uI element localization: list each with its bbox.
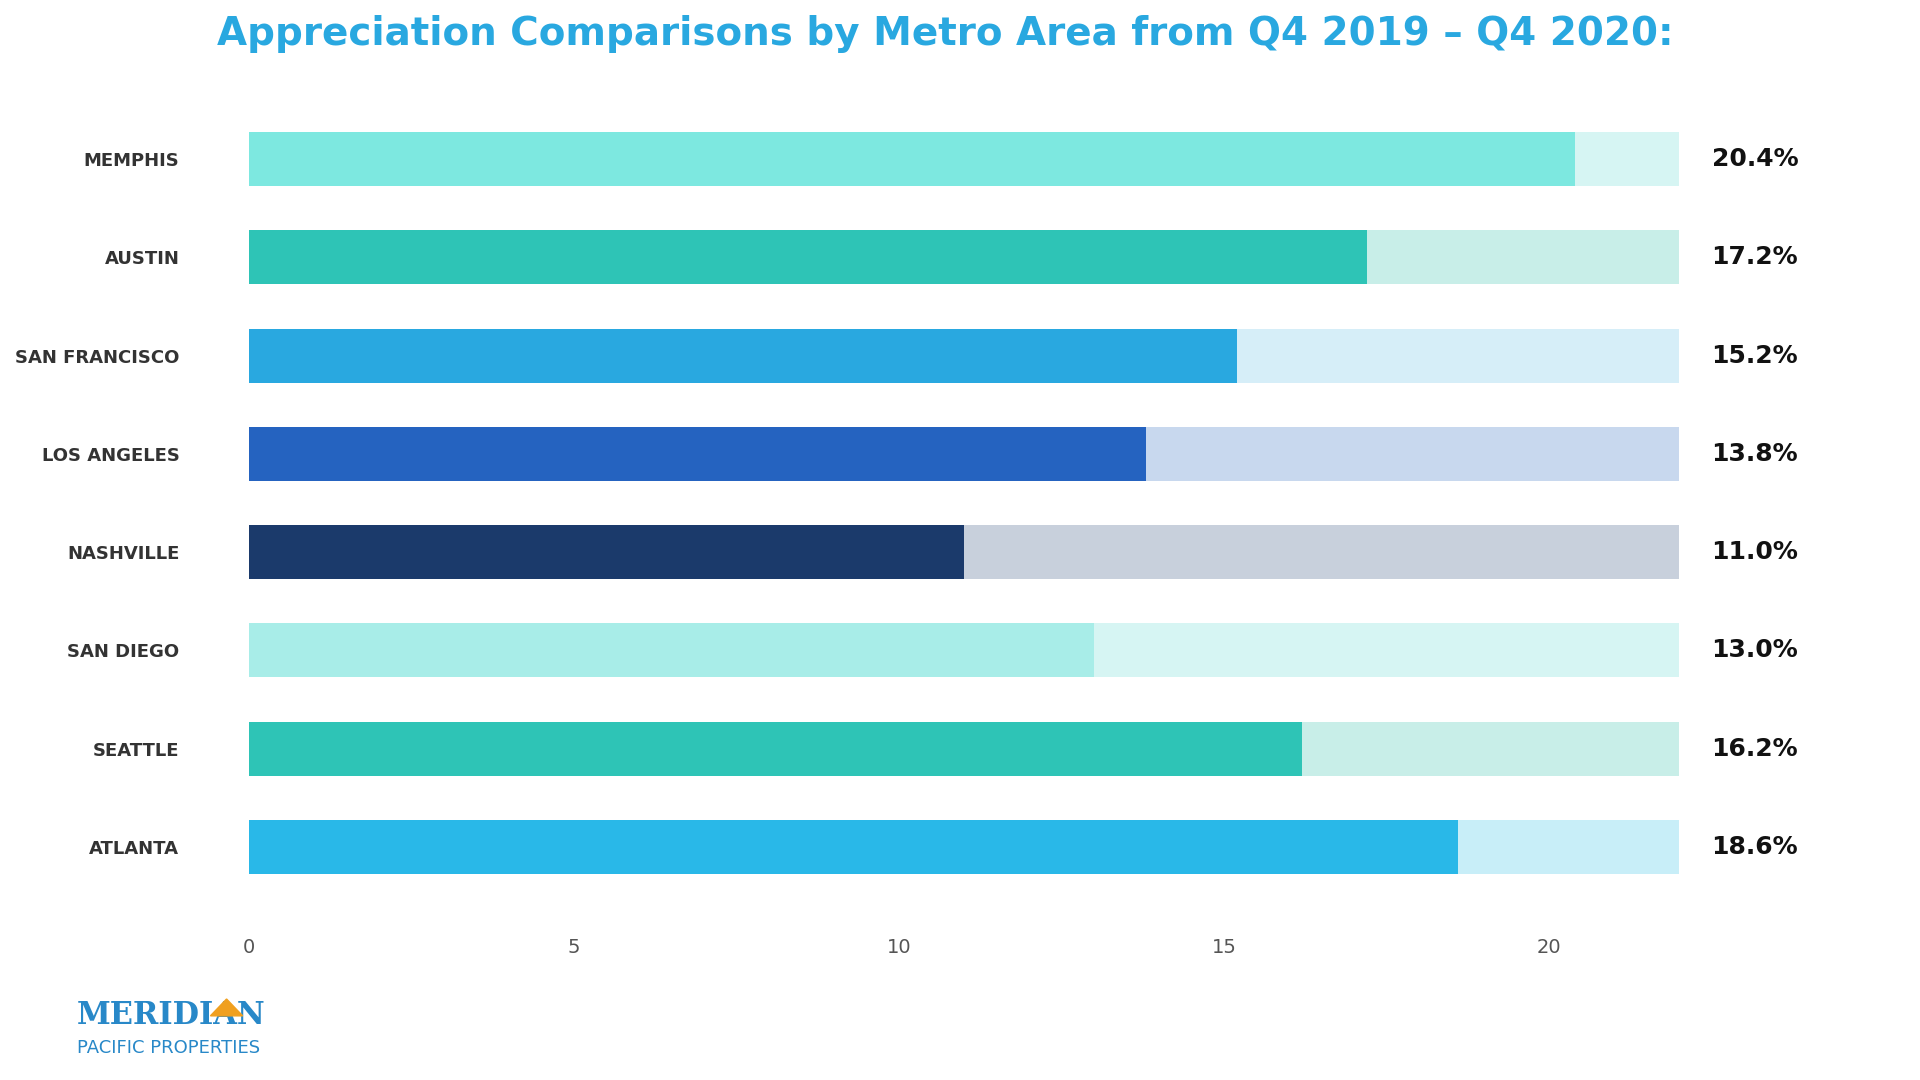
Text: Appreciation Comparisons by Metro Area from Q4 2019 – Q4 2020:: Appreciation Comparisons by Metro Area f… — [217, 15, 1674, 53]
Bar — [250, 623, 1094, 677]
Bar — [250, 820, 1678, 874]
Text: PACIFIC PROPERTIES: PACIFIC PROPERTIES — [77, 1039, 259, 1056]
Bar — [250, 328, 1678, 382]
Bar — [250, 132, 1574, 186]
Bar — [250, 132, 1678, 186]
Text: 11.0%: 11.0% — [1711, 540, 1799, 564]
Bar — [250, 525, 1678, 579]
Bar — [250, 230, 1678, 284]
Bar — [250, 525, 964, 579]
Text: 13.0%: 13.0% — [1711, 638, 1799, 662]
Bar — [250, 230, 1367, 284]
Bar — [250, 721, 1302, 775]
Text: 20.4%: 20.4% — [1711, 147, 1799, 171]
Bar — [250, 623, 1678, 677]
Bar — [250, 820, 1457, 874]
Bar — [250, 328, 1236, 382]
Text: MERIDIAN: MERIDIAN — [77, 1000, 265, 1030]
Bar — [250, 721, 1678, 775]
Text: 16.2%: 16.2% — [1711, 737, 1799, 760]
Text: 15.2%: 15.2% — [1711, 343, 1799, 367]
Text: 18.6%: 18.6% — [1711, 835, 1799, 859]
Text: 13.8%: 13.8% — [1711, 442, 1799, 465]
Bar — [250, 427, 1678, 481]
Bar — [250, 427, 1146, 481]
Text: 17.2%: 17.2% — [1711, 245, 1799, 269]
